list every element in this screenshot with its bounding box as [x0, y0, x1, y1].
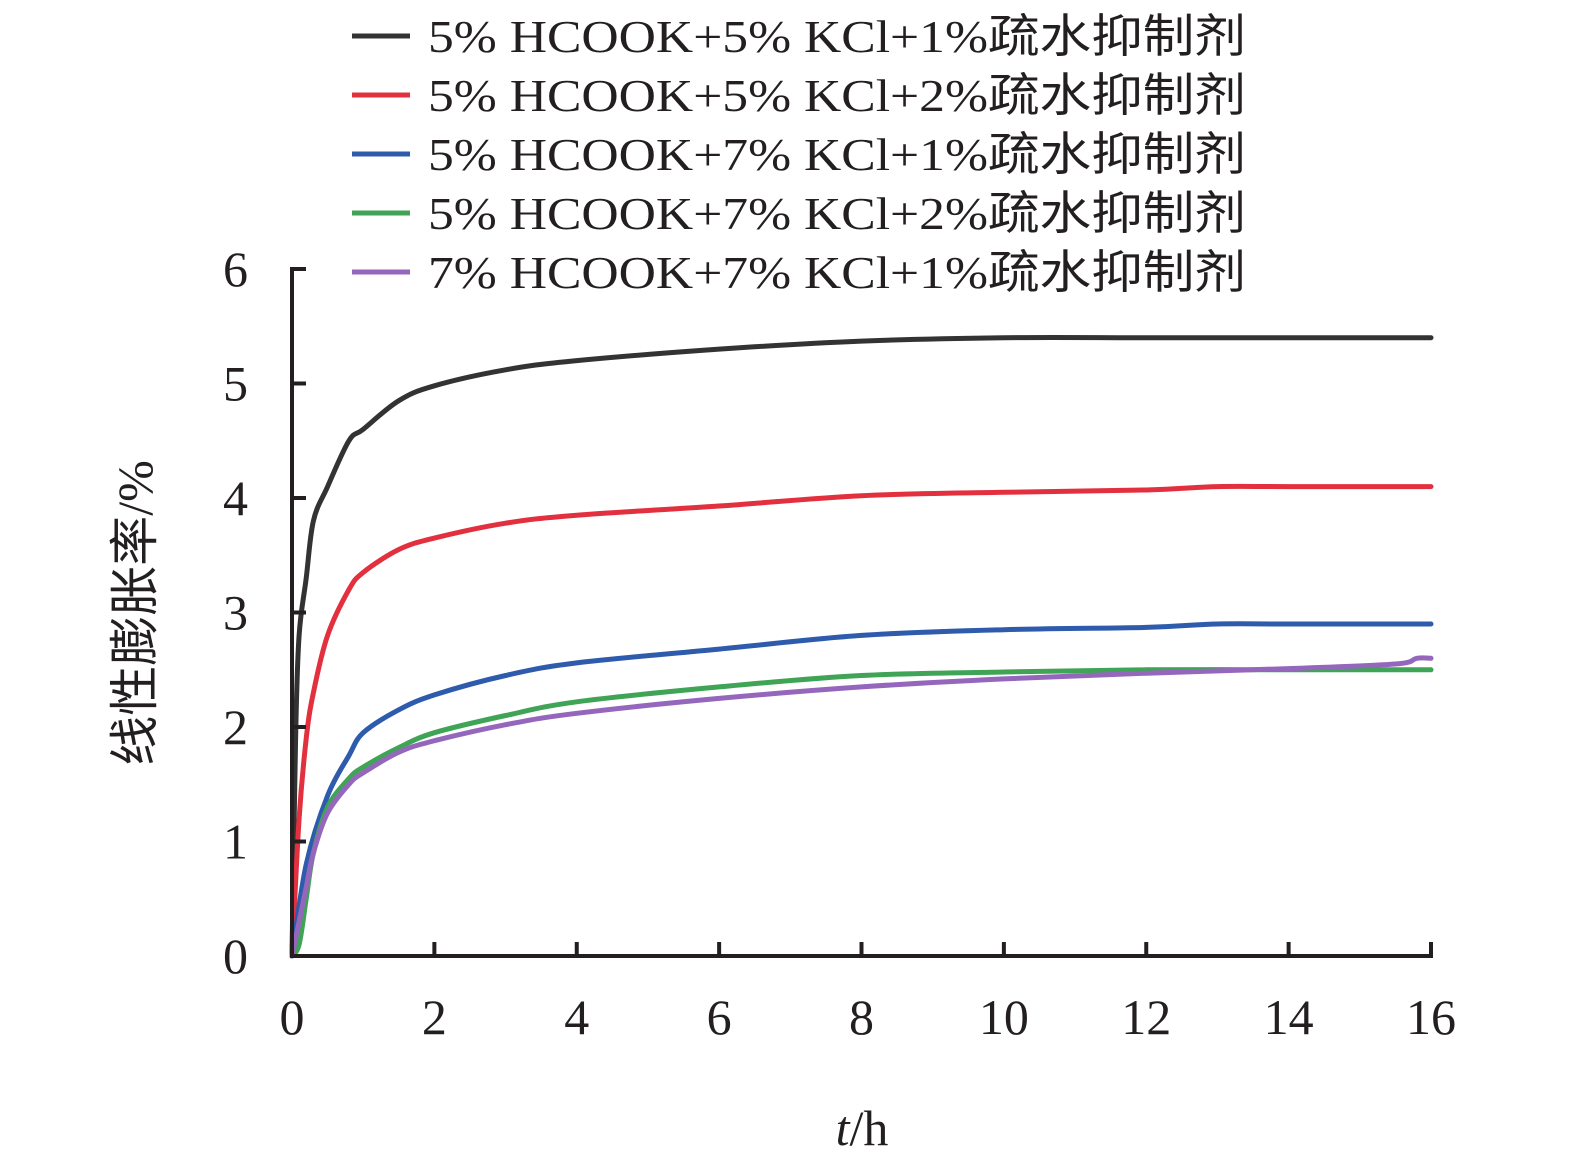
series-layer [289, 334, 1434, 959]
x-tick-label: 6 [707, 989, 732, 1045]
x-tick-label: 14 [1264, 989, 1314, 1045]
x-axis-unit: /h [850, 1100, 889, 1156]
series-line-2 [289, 483, 1434, 959]
x-tick-label: 2 [422, 989, 447, 1045]
x-axis-variable: t [836, 1100, 851, 1156]
y-tick-label: 2 [223, 699, 248, 755]
legend-label-4: 5% HCOOK+7% KCl+2%疏水抑制剂 [428, 188, 1246, 239]
legend-label-2: 5% HCOOK+5% KCl+2%疏水抑制剂 [428, 70, 1246, 121]
x-tick-label: 10 [979, 989, 1029, 1045]
legend: 5% HCOOK+5% KCl+1%疏水抑制剂 5% HCOOK+5% KCl+2… [352, 11, 1246, 298]
y-axis-title: 线性膨胀率/% [107, 460, 163, 766]
legend-label-5: 7% HCOOK+7% KCl+1%疏水抑制剂 [428, 247, 1246, 298]
series-line-3 [289, 621, 1434, 959]
y-tick-label: 0 [223, 928, 248, 984]
legend-label-1: 5% HCOOK+5% KCl+1%疏水抑制剂 [428, 11, 1246, 62]
series-line-5 [289, 655, 1434, 959]
y-tick-label: 3 [223, 585, 248, 641]
x-tick-label: 16 [1406, 989, 1456, 1045]
series-line-4 [289, 667, 1434, 959]
legend-label-3: 5% HCOOK+7% KCl+1%疏水抑制剂 [428, 129, 1246, 180]
y-tick-label: 1 [223, 814, 248, 870]
y-tick-label: 4 [223, 470, 248, 526]
x-tick-label: 12 [1121, 989, 1171, 1045]
y-tick-label: 5 [223, 356, 248, 412]
series-line-1 [289, 334, 1434, 959]
y-tick-label: 6 [223, 241, 248, 297]
x-tick-label: 4 [564, 989, 589, 1045]
x-tick-label: 8 [849, 989, 874, 1045]
x-tick-label: 0 [280, 989, 305, 1045]
axes [290, 267, 1433, 958]
x-axis-title: t/h [836, 1100, 889, 1156]
